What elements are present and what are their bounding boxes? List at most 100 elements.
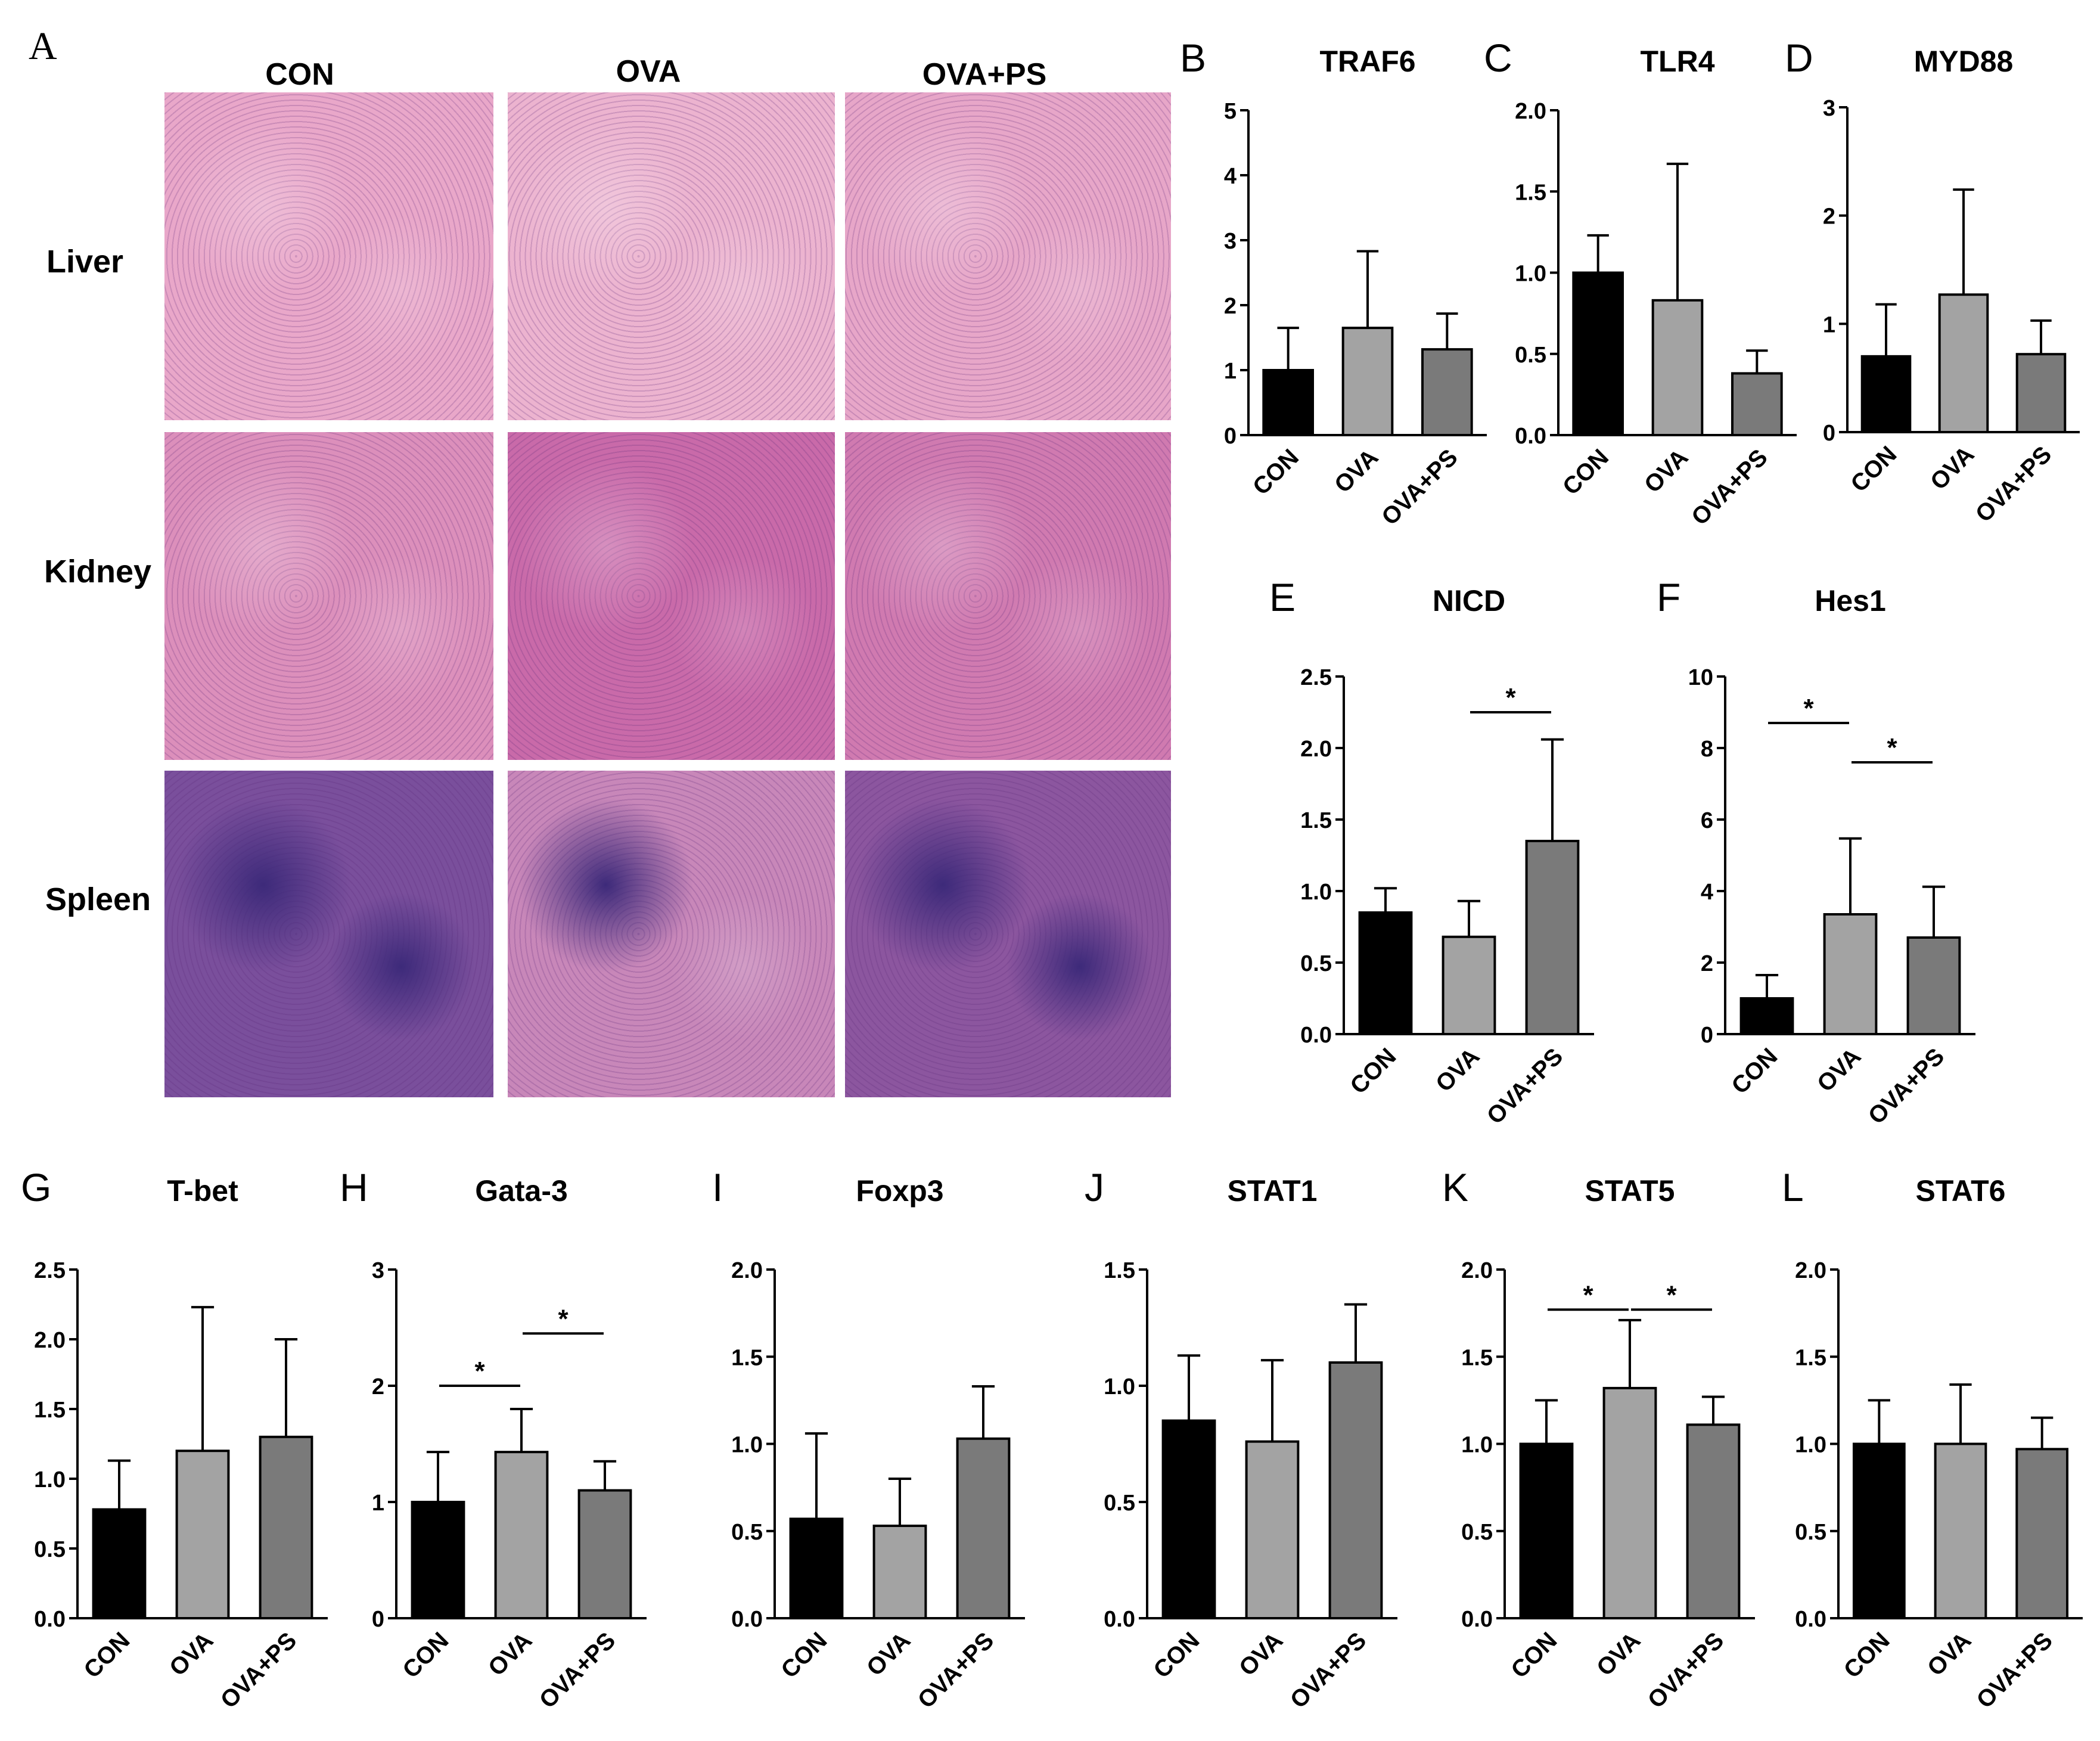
bar-ova [1245, 1440, 1300, 1619]
panel-label: H [340, 1165, 368, 1209]
x-tick-label: OVA [164, 1627, 218, 1681]
x-tick-label: OVA [1639, 444, 1693, 498]
x-tick-label: OVA [1922, 1627, 1976, 1681]
bar-con [1358, 911, 1413, 1035]
y-tick-label: 2 [1701, 951, 1713, 976]
y-tick-label: 4 [1701, 880, 1713, 905]
x-tick-label: OVA+PS [1971, 441, 2057, 527]
significance-star: * [1887, 733, 1897, 762]
y-tick-label: 2.0 [731, 1258, 763, 1283]
x-tick-label: CON [1345, 1043, 1401, 1099]
y-tick-label: 8 [1701, 737, 1713, 762]
x-tick-label: CON [1248, 444, 1304, 500]
panel-label: L [1782, 1165, 1804, 1209]
bar-ova [1602, 1386, 1657, 1619]
bar-con [1852, 1442, 1906, 1619]
y-tick-label: 0.5 [1461, 1520, 1493, 1545]
x-tick-label: OVA+PS [1482, 1043, 1568, 1129]
micrograph-spleen-con [164, 771, 493, 1097]
bar-ova-ps [259, 1435, 313, 1619]
bar-ova [175, 1450, 230, 1619]
x-tick-label: OVA [1234, 1627, 1288, 1681]
x-tick-label: OVA [1329, 444, 1383, 498]
chart-title: Foxp3 [856, 1174, 943, 1208]
y-tick-label: 1.0 [1515, 262, 1546, 287]
panel-label: J [1085, 1165, 1104, 1209]
significance-star: * [474, 1357, 485, 1386]
chart-title: T-bet [167, 1174, 238, 1208]
y-tick-label: 2.5 [1300, 665, 1332, 690]
bar-con [1262, 369, 1314, 436]
y-tick-label: 1 [1823, 312, 1835, 337]
y-tick-label: 1.0 [1795, 1433, 1826, 1458]
x-tick-label: OVA+PS [216, 1627, 302, 1714]
x-tick-label: OVA [1812, 1043, 1866, 1097]
panel-label-a: A [29, 24, 57, 68]
y-tick-label: 3 [372, 1258, 384, 1283]
micrograph-liver-ova-ps [845, 92, 1171, 420]
y-tick-label: 4 [1224, 164, 1237, 189]
y-tick-label: 1 [1224, 359, 1237, 384]
x-tick-label: OVA [1431, 1043, 1484, 1097]
y-tick-label: 0.0 [1104, 1607, 1135, 1632]
y-tick-label: 0.5 [731, 1520, 763, 1545]
y-tick-label: 0.0 [731, 1607, 763, 1632]
x-tick-label: OVA [1925, 441, 1979, 495]
micrograph-liver-ova [508, 92, 835, 420]
panel-label: K [1442, 1165, 1468, 1209]
x-tick-label: CON [397, 1627, 453, 1683]
bar-ova-ps [956, 1437, 1011, 1619]
bar-ova-ps [1686, 1423, 1741, 1619]
y-tick-label: 10 [1688, 665, 1713, 690]
y-tick-label: 1.0 [1300, 880, 1332, 905]
histology-col-title-ova-ps: OVA+PS [922, 57, 1047, 92]
bar-con [1519, 1442, 1574, 1619]
significance-star: * [1583, 1280, 1593, 1309]
micrograph-spleen-ova-ps [845, 771, 1171, 1097]
y-tick-label: 2 [1224, 294, 1237, 319]
y-tick-label: 1.5 [1515, 180, 1546, 205]
panel-label: D [1785, 36, 1813, 80]
bar-ova [1823, 913, 1878, 1035]
x-tick-label: CON [776, 1627, 832, 1683]
significance-star: * [558, 1304, 569, 1333]
x-tick-label: OVA [1592, 1627, 1645, 1681]
bar-con [411, 1501, 465, 1619]
panel-label: I [712, 1165, 723, 1209]
significance-star: * [1505, 683, 1516, 712]
chart-title: STAT5 [1585, 1174, 1675, 1208]
micrograph-kidney-con [164, 432, 493, 760]
bar-ova-ps [1421, 348, 1473, 436]
x-tick-label: OVA+PS [913, 1627, 999, 1714]
x-tick-label: OVA+PS [535, 1627, 621, 1714]
bar-ova [1651, 299, 1704, 437]
y-tick-label: 2.0 [1795, 1258, 1826, 1283]
bar-ova [1934, 1442, 1987, 1619]
significance-star: * [1803, 694, 1814, 723]
y-tick-label: 1.0 [1104, 1374, 1135, 1399]
x-tick-label: OVA+PS [1643, 1627, 1729, 1714]
bar-con [1572, 271, 1624, 436]
x-tick-label: OVA [483, 1627, 537, 1681]
histology-col-title-con: CON [265, 57, 334, 92]
chart-title: Hes1 [1815, 584, 1886, 617]
bar-ova-ps [2015, 1448, 2069, 1619]
y-tick-label: 1.0 [34, 1467, 66, 1492]
bar-ova-ps [1906, 936, 1961, 1035]
y-tick-label: 0.5 [34, 1537, 66, 1562]
y-tick-label: 1.5 [731, 1345, 763, 1370]
histology-col-title-ova: OVA [616, 54, 681, 89]
y-tick-label: 5 [1224, 99, 1237, 124]
x-tick-label: CON [1558, 444, 1614, 500]
y-tick-label: 3 [1224, 229, 1237, 254]
bar-ova [494, 1451, 549, 1619]
y-tick-label: 0.0 [1515, 424, 1546, 449]
y-tick-label: 2.5 [34, 1258, 66, 1283]
y-tick-label: 1 [372, 1491, 384, 1516]
